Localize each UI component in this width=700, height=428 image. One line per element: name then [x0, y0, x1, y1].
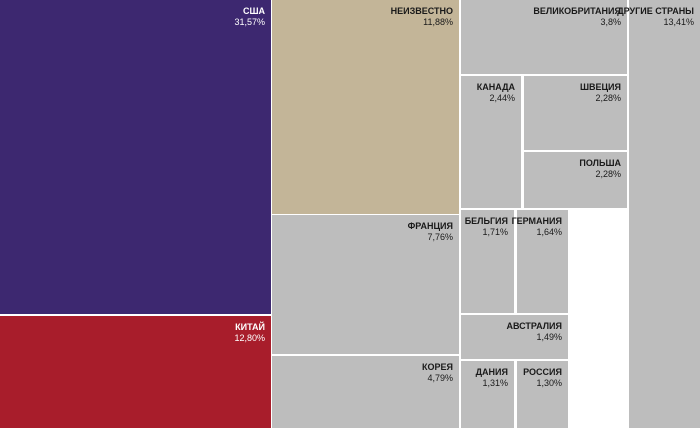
share-value: 12,80% [234, 333, 265, 343]
share-value: 2,28% [595, 93, 621, 103]
country-name: НЕИЗВЕСТНО [390, 6, 453, 16]
cell-label: РОССИЯ 1,30% [523, 367, 562, 389]
share-value: 1,64% [536, 227, 562, 237]
country-name: КОРЕЯ [422, 362, 453, 372]
treemap-cell: ДРУГИЕ СТРАНЫ 13,41% [617, 0, 700, 428]
treemap-cell: КОРЕЯ 4,79% [272, 356, 459, 428]
cell-label: ДРУГИЕ СТРАНЫ 13,41% [617, 6, 694, 28]
treemap-cell: КАНАДА 2,44% [461, 76, 521, 208]
country-name: ФРАНЦИЯ [407, 221, 453, 231]
treemap-cell: ШВЕЦИЯ 2,28% [524, 76, 627, 150]
share-value: 1,30% [536, 378, 562, 388]
country-name: ДАНИЯ [475, 367, 508, 377]
cell-label: США 31,57% [234, 6, 265, 28]
country-name: ВЕЛИКОБРИТАНИЯ [533, 6, 621, 16]
treemap-cell: БЕЛЬГИЯ 1,71% [461, 210, 514, 313]
cell-label: КОРЕЯ 4,79% [422, 362, 453, 384]
country-name: КАНАДА [476, 82, 515, 92]
country-name: ДРУГИЕ СТРАНЫ [617, 6, 694, 16]
country-name: БЕЛЬГИЯ [464, 216, 508, 226]
share-value: 2,28% [595, 169, 621, 179]
share-value: 13,41% [663, 17, 694, 27]
treemap-cell: ГЕРМАНИЯ 1,64% [512, 210, 568, 313]
treemap-cell: ДАНИЯ 1,31% [461, 361, 514, 428]
cell-label: КИТАЙ 12,80% [234, 322, 265, 344]
cell-label: НЕИЗВЕСТНО 11,88% [391, 6, 453, 28]
country-name: КИТАЙ [235, 322, 265, 332]
cell-label: ФРАНЦИЯ 7,76% [408, 221, 453, 243]
treemap-cell: РОССИЯ 1,30% [517, 361, 568, 428]
cell-label: ШВЕЦИЯ 2,28% [580, 82, 621, 104]
share-value: 4,79% [427, 373, 453, 383]
share-value: 1,49% [536, 332, 562, 342]
share-value: 31,57% [234, 17, 265, 27]
cell-label: БЕЛЬГИЯ 1,71% [465, 216, 508, 238]
country-name: ШВЕЦИЯ [579, 82, 621, 92]
cell-label: КАНАДА 2,44% [477, 82, 515, 104]
cell-label: ПОЛЬША 2,28% [579, 158, 621, 180]
treemap-cell: ВЕЛИКОБРИТАНИЯ 3,8% [461, 0, 627, 74]
share-value: 1,31% [482, 378, 508, 388]
country-name: РОССИЯ [523, 367, 562, 377]
country-name: АВСТРАЛИЯ [506, 321, 562, 331]
share-value: 7,76% [427, 232, 453, 242]
treemap-cell: ПОЛЬША 2,28% [524, 152, 627, 208]
country-name: ГЕРМАНИЯ [511, 216, 562, 226]
share-value: 2,44% [489, 93, 515, 103]
treemap-cell: НЕИЗВЕСТНО 11,88% [272, 0, 459, 214]
treemap-cell: ФРАНЦИЯ 7,76% [272, 215, 459, 354]
country-name: США [242, 6, 265, 16]
cell-label: АВСТРАЛИЯ 1,49% [506, 321, 562, 343]
cell-label: ВЕЛИКОБРИТАНИЯ 3,8% [533, 6, 621, 28]
cell-label: ГЕРМАНИЯ 1,64% [512, 216, 562, 238]
treemap-cell: КИТАЙ 12,80% [0, 316, 271, 428]
treemap-cell: АВСТРАЛИЯ 1,49% [461, 315, 568, 359]
share-value: 11,88% [423, 17, 453, 27]
share-value: 3,8% [600, 17, 621, 27]
country-name: ПОЛЬША [579, 158, 621, 168]
share-value: 1,71% [482, 227, 508, 237]
cell-label: ДАНИЯ 1,31% [476, 367, 508, 389]
treemap-cell: США 31,57% [0, 0, 271, 314]
